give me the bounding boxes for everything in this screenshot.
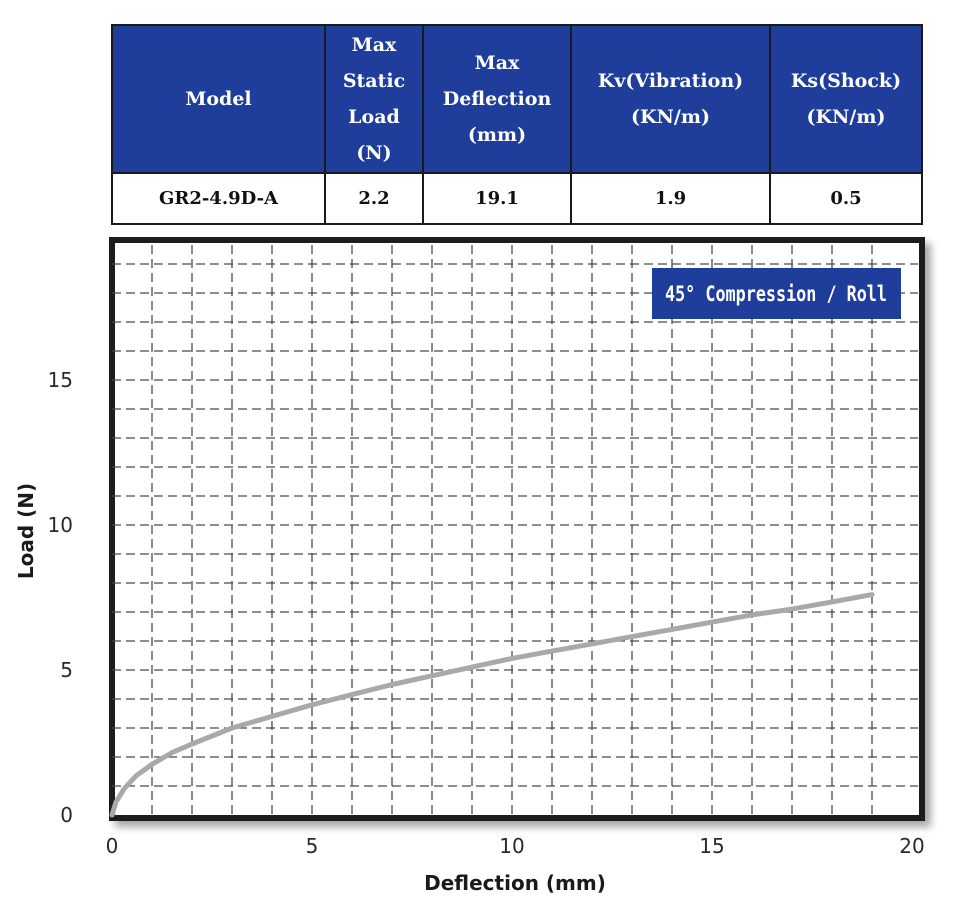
header-line: Ks(Shock) [790, 70, 902, 92]
header-model: Model [111, 24, 326, 174]
header-line: Deflection [442, 88, 552, 110]
cell-kv: 1.9 [570, 172, 771, 225]
y-axis-title: Load (N) [14, 483, 38, 579]
series-layer [109, 592, 875, 818]
x-axis-title: Deflection (mm) [424, 871, 606, 895]
header-line: (KN/m) [806, 106, 886, 128]
plot-frame [109, 237, 925, 821]
x-tick-label: 15 [699, 834, 724, 858]
y-tick-label: 5 [60, 658, 73, 682]
legend-label: 45° Compression / Roll [665, 282, 887, 306]
spec-data-row: GR2-4.9D-A 2.2 19.1 1.9 0.5 [111, 172, 923, 225]
spec-table: Model Max Static Load (N) Max Deflection… [111, 24, 923, 225]
header-ks: Ks(Shock) (KN/m) [769, 24, 923, 174]
y-tick-label: 10 [48, 513, 73, 537]
header-max-static-load: Max Static Load (N) [324, 24, 424, 174]
x-tick-label: 0 [106, 834, 119, 858]
x-tick-label: 5 [306, 834, 319, 858]
header-max-deflection: Max Deflection (mm) [422, 24, 572, 174]
cell-max-static-load: 2.2 [324, 172, 424, 225]
y-tick-label: 0 [60, 803, 73, 827]
grid [112, 245, 918, 815]
header-kv: Kv(Vibration) (KN/m) [570, 24, 771, 174]
legend: 45° Compression / Roll [652, 268, 901, 319]
header-line: Static [342, 70, 406, 92]
cell-ks: 0.5 [769, 172, 923, 225]
y-axis-ticks: 0 5 10 15 [48, 368, 73, 827]
x-tick-label: 10 [499, 834, 524, 858]
header-line: Max [474, 52, 520, 74]
header-line: (KN/m) [631, 106, 710, 128]
cell-max-deflection: 19.1 [422, 172, 572, 225]
y-tick-label: 15 [48, 368, 73, 392]
x-axis-ticks: 0 5 10 15 20 [106, 834, 925, 858]
spec-header-row: Model Max Static Load (N) Max Deflection… [111, 24, 923, 174]
cell-model: GR2-4.9D-A [111, 172, 326, 225]
x-tick-label: 20 [899, 834, 924, 858]
legend-box [652, 268, 901, 319]
header-line: Max [351, 34, 397, 56]
header-model-label: Model [185, 88, 252, 110]
header-line: Load [348, 106, 400, 128]
header-line: (N) [356, 142, 392, 164]
header-line: Kv(Vibration) [597, 70, 744, 92]
series-line [109, 592, 875, 818]
header-line: (mm) [467, 124, 527, 146]
